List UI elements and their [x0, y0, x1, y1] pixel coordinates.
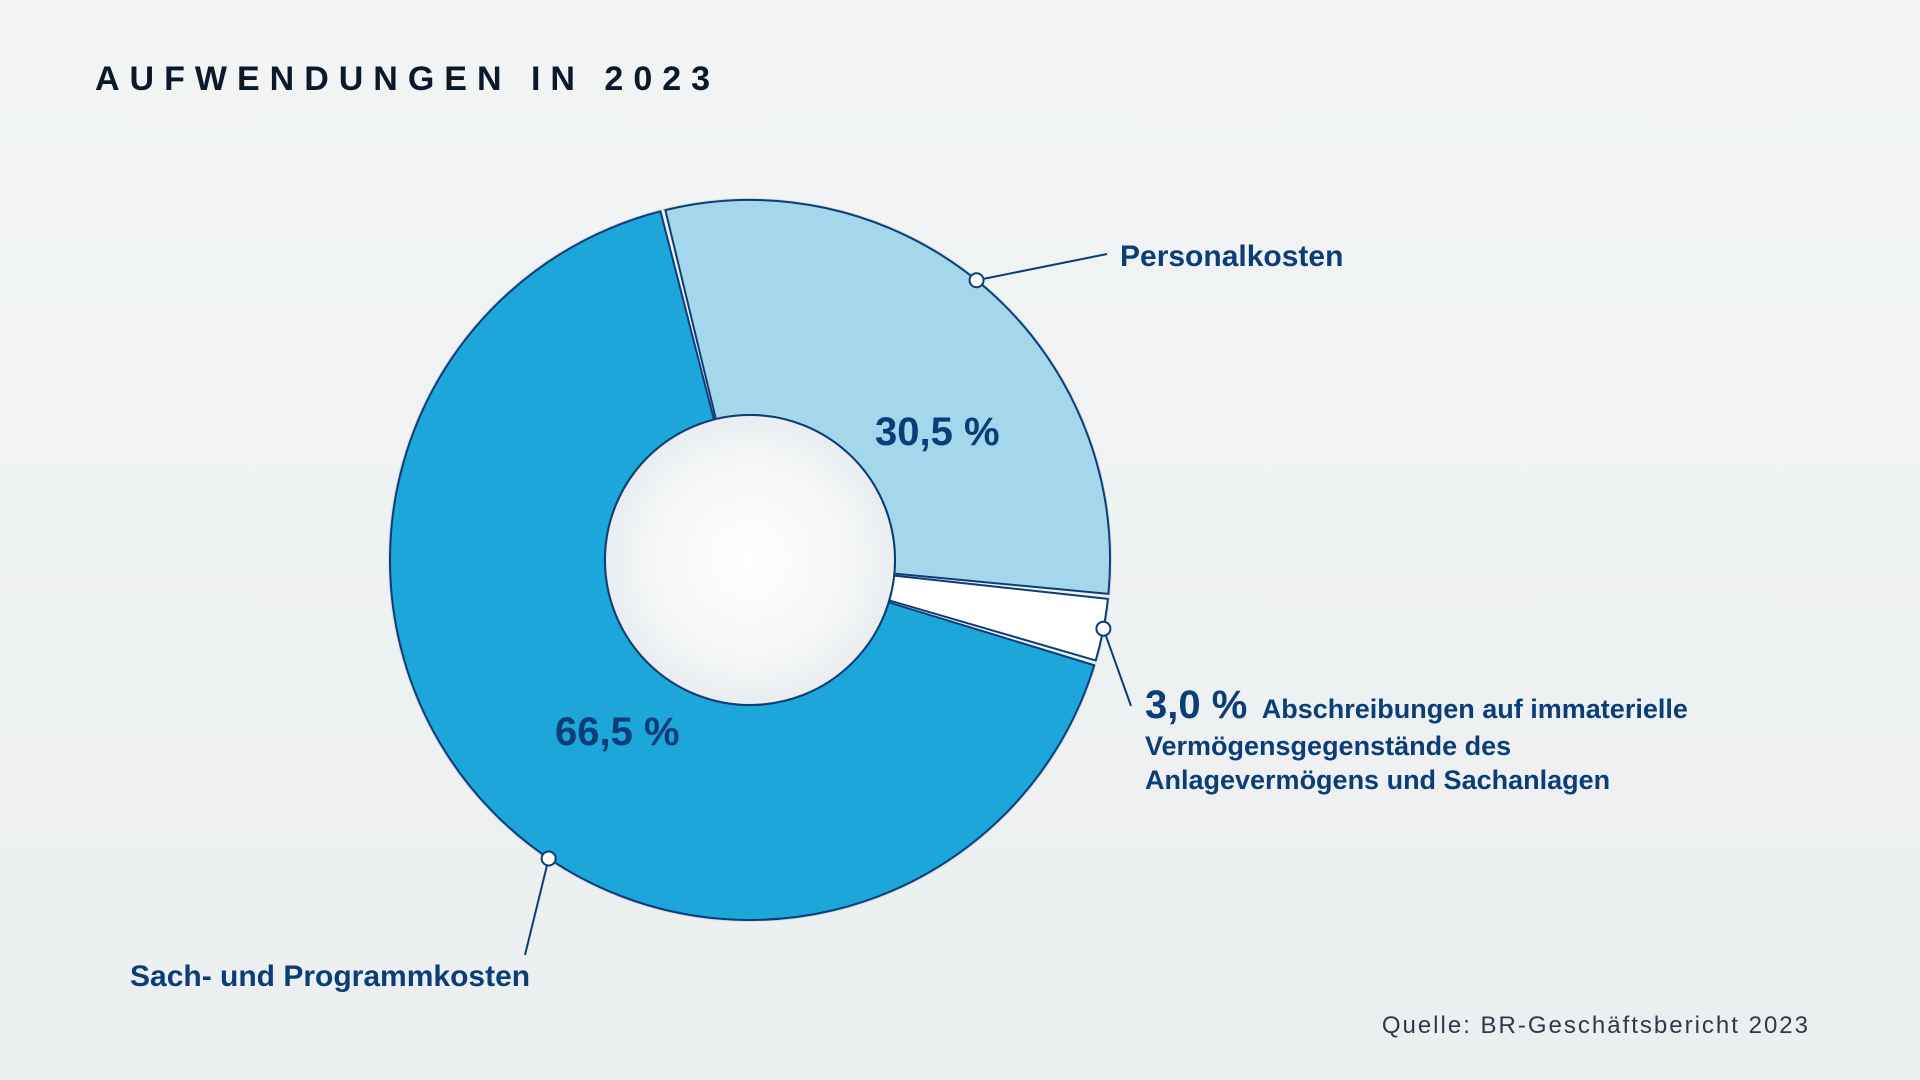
pointer-dot-sachprogramm — [542, 851, 556, 865]
pointer-line-sachprogramm — [525, 858, 549, 955]
source-citation: Quelle: BR-Geschäftsbericht 2023 — [1382, 1012, 1810, 1040]
pointer-line-personal — [977, 254, 1107, 280]
slice-sachprogramm-label: Sach- und Programmkosten — [130, 960, 530, 994]
slice-abschreibungen-line3: Anlagevermögens und Sachanlagen — [1145, 765, 1610, 795]
slice-abschreibungen-label: 3,0 % Abschreibungen auf immaterielle Ve… — [1145, 680, 1688, 798]
slice-sachprogramm-pct: 66,5 % — [555, 710, 680, 755]
slice-personal-label: Personalkosten — [1120, 240, 1343, 274]
pointer-dot-abschreibungen — [1096, 622, 1110, 636]
slice-personal-pct: 30,5 % — [875, 410, 1000, 455]
pointer-line-abschreibungen — [1103, 629, 1131, 706]
chart-title: AUFWENDUNGEN IN 2023 — [95, 60, 720, 99]
donut-chart-svg — [300, 120, 1200, 1020]
slice-abschreibungen-pct: 3,0 % — [1145, 683, 1247, 727]
pointer-dot-personal — [970, 273, 984, 287]
slice-abschreibungen-line2: Vermögensgegenstände des — [1145, 731, 1511, 761]
slice-abschreibungen-line1: Abschreibungen auf immaterielle — [1262, 694, 1688, 724]
donut-chart — [300, 120, 1200, 1020]
